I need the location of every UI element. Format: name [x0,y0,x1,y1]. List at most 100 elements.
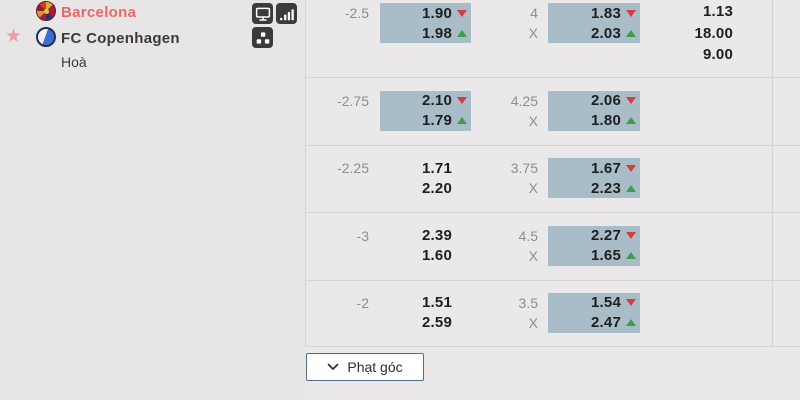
odds-value: 1.83 [591,4,621,22]
copenhagen-crest-icon [36,27,56,47]
trend-down-icon [452,3,471,23]
trend-up-icon [452,111,471,131]
handicap-odds-box[interactable]: 1.51 2.59 [380,293,471,333]
odds-cell[interactable]: 1.67 [548,158,640,178]
odds-cell[interactable]: 1.83 [548,3,640,23]
handicap-row: -2.25 1.71 2.20 3.75 X 1.67 2.23 [0,145,800,213]
odds-cell[interactable]: 2.03 [548,23,640,43]
trend-up-icon [621,313,640,333]
draw-mark: X [528,180,538,197]
handicap-odds-box[interactable]: 2.10 1.79 [380,90,471,131]
trend-none [452,158,471,178]
odds-cell[interactable]: 2.59 [380,313,471,333]
live-tv-icon[interactable] [252,3,273,24]
odds-cell[interactable]: 1.90 [380,3,471,23]
line-value: 4.5 [518,227,538,244]
row-inner: -2.75 2.10 1.79 4.25 X 2.06 1.80 [0,90,800,131]
odds-value: 1.51 [422,294,452,312]
line-value: 4.25 [510,92,538,109]
odds-cell[interactable]: 1.60 [380,246,471,266]
odds-cell[interactable]: 2.10 [380,91,471,111]
row-inner: -3 2.39 1.60 4.5 X 2.27 1.65 [0,225,800,266]
odds-cell[interactable]: 1.51 [380,293,471,313]
odds-value: 2.20 [422,179,452,197]
trend-none [452,313,471,333]
odds-value: 2.03 [591,24,621,42]
odds-cell[interactable]: 1.65 [548,246,640,266]
favorite-star-icon[interactable]: ★ [5,26,23,47]
trend-down-icon [621,3,640,23]
odds-cell[interactable]: 2.27 [548,226,640,246]
draw-odds[interactable]: 9.00 [703,46,733,63]
down-triangle [625,299,636,307]
odds-cell[interactable]: 1.80 [548,111,640,131]
draw-mark: X [528,25,538,41]
up-triangle [625,252,636,260]
odds-cell[interactable]: 1.79 [380,111,471,131]
up-triangle [625,319,636,327]
line-odds-box[interactable]: 1.67 2.23 [548,158,640,199]
odds-cell[interactable]: 2.06 [548,91,640,111]
odds-cell[interactable]: 2.47 [548,313,640,333]
handicap-row: -3 2.39 1.60 4.5 X 2.27 1.65 [0,212,800,280]
line-value: 4 [530,5,538,21]
up-triangle [456,117,467,125]
odds-value: 1.80 [591,112,621,130]
odds-value: 2.06 [591,92,621,110]
table-bottom-divider [305,346,800,347]
trend-none [452,226,471,246]
line-odds-box[interactable]: 1.54 2.47 [548,292,640,333]
odds-cell[interactable]: 2.39 [380,226,471,246]
down-triangle [625,97,636,105]
line-odds-box[interactable]: 1.83 2.03 [548,3,640,43]
chevron-down-icon [328,363,339,370]
lineup-icon[interactable] [252,27,273,48]
row-inner: -2.25 1.71 2.20 3.75 X 1.67 2.23 [0,158,800,199]
up-triangle [625,117,636,125]
trend-up-icon [621,246,640,266]
trend-up-icon [452,23,471,43]
corner-market-button[interactable]: Phạt góc [306,353,424,381]
odds-value: 1.79 [422,112,452,130]
row-divider [305,279,800,281]
row-inner: -2.5 1.90 1.98 4 X 1.83 2.03 [0,3,800,43]
row-inner: -2 1.51 2.59 3.5 X 1.54 2.47 [0,292,800,333]
up-triangle [625,184,636,192]
line-value-cell: 4.25 X [471,91,538,131]
handicap-row: -2.5 1.90 1.98 4 X 1.83 2.03 [0,0,800,77]
barcelona-crest-icon [36,1,56,21]
odds-cell[interactable]: 1.98 [380,23,471,43]
corner-market-label: Phạt góc [347,359,403,375]
panel-divider [305,0,306,346]
handicap-value: -2.5 [344,5,369,21]
row-divider [305,77,800,78]
up-triangle [625,29,636,37]
home-team-name: Barcelona [61,4,137,21]
home-win-odds[interactable]: 1.13 [703,3,733,20]
odds-1x2-column: 1.13 18.00 9.00 [640,1,733,66]
trend-up-icon [621,23,640,43]
odds-cell[interactable]: 2.23 [548,178,640,198]
away-win-odds[interactable]: 18.00 [694,24,733,42]
draw-mark: X [528,247,538,264]
odds-cell[interactable]: 1.54 [548,293,640,313]
handicap-row: -2.75 2.10 1.79 4.25 X 2.06 1.80 [0,77,800,145]
stats-bars-icon[interactable] [276,3,297,24]
down-triangle [625,9,636,17]
trend-none [452,293,471,313]
trend-up-icon [621,178,640,198]
line-odds-box[interactable]: 2.06 1.80 [548,90,640,131]
line-odds-box[interactable]: 2.27 1.65 [548,225,640,266]
handicap-odds-box[interactable]: 1.90 1.98 [380,3,471,43]
handicap-value: -2.25 [337,160,369,177]
handicap-odds-box[interactable]: 2.39 1.60 [380,226,471,266]
odds-cell[interactable]: 2.20 [380,178,471,198]
trend-none [452,178,471,198]
draw-mark: X [528,112,538,129]
odds-cell[interactable]: 1.71 [380,158,471,178]
odds-value: 1.60 [422,247,452,265]
handicap-odds-box[interactable]: 1.71 2.20 [380,158,471,198]
down-triangle [625,232,636,240]
trend-down-icon [621,226,640,246]
